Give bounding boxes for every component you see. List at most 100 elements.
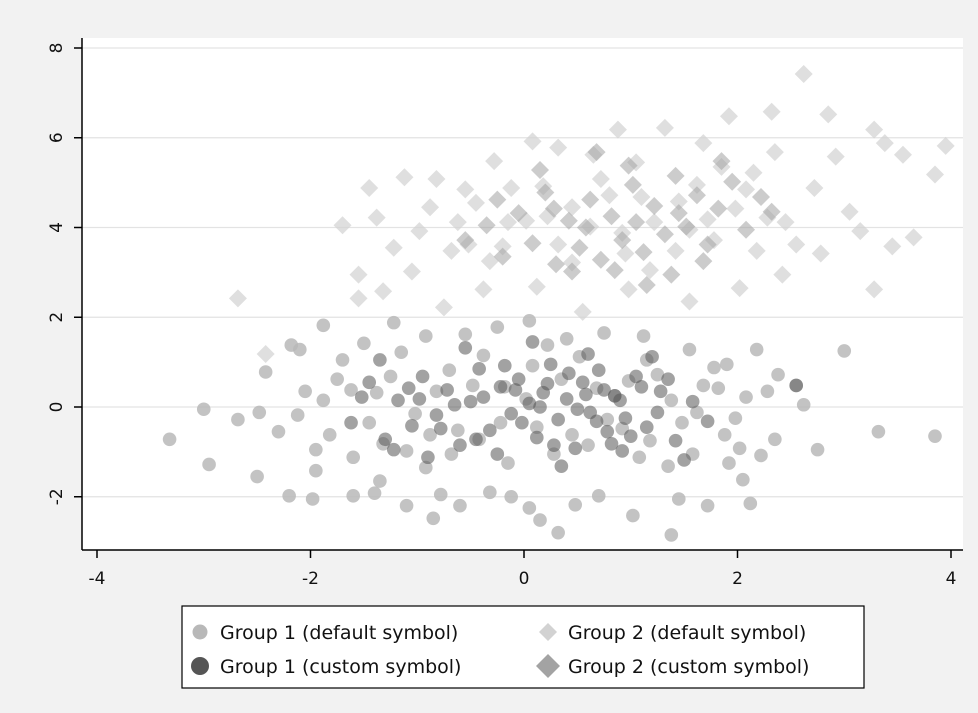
circle-point: [429, 384, 444, 399]
diamond-point: [549, 235, 568, 254]
circle-point: [378, 432, 393, 447]
diamond-point: [456, 180, 475, 199]
diamond-point: [602, 207, 621, 226]
circle-point: [645, 349, 659, 364]
circle-point: [362, 415, 377, 430]
circle-point: [493, 380, 508, 394]
circle-point: [282, 489, 296, 503]
circle-point: [615, 444, 630, 458]
diamond-point: [662, 265, 681, 284]
circle-point: [511, 372, 526, 386]
circle-point: [497, 358, 512, 373]
circle-point: [357, 336, 371, 351]
diamond-point: [655, 118, 674, 137]
circle-point: [231, 412, 245, 427]
diamond-point: [640, 261, 659, 280]
circle-point: [618, 411, 633, 426]
diamond-point: [349, 289, 368, 308]
diamond-point: [581, 190, 600, 209]
diamond-point: [616, 244, 635, 263]
circle-point: [533, 400, 547, 414]
circle-point: [591, 363, 606, 378]
diamond-point: [698, 210, 717, 229]
diamond-point: [427, 170, 446, 189]
diamond-point: [666, 166, 685, 185]
diamond-point: [669, 204, 688, 223]
circle-point: [458, 327, 473, 342]
diamond-point: [811, 244, 830, 263]
diamond-point: [442, 241, 461, 260]
circle-point: [600, 412, 615, 427]
circle-point: [483, 423, 497, 438]
circle-point: [837, 344, 852, 358]
diamond-point: [456, 231, 475, 250]
diamond-point: [477, 216, 496, 235]
circle-point: [354, 390, 369, 404]
diamond-point: [669, 192, 688, 211]
circle-point: [581, 347, 595, 361]
circle-point: [335, 353, 350, 367]
circle-point: [362, 375, 377, 390]
circle-point: [661, 372, 675, 386]
y-tick-label: 2: [47, 312, 67, 323]
diamond-point: [402, 262, 421, 281]
circle-point: [565, 428, 579, 442]
diamond-point: [765, 143, 784, 162]
circle-point: [668, 433, 683, 448]
circle-point: [330, 372, 344, 386]
circle-point: [418, 329, 433, 343]
circle-point: [547, 438, 561, 452]
diamond-point: [523, 132, 542, 151]
diamond-point: [794, 65, 813, 84]
diamond-point: [687, 175, 706, 194]
circle-point: [394, 345, 409, 360]
legend-label: Group 2 (custom symbol): [568, 656, 809, 678]
diamond-point: [333, 216, 352, 235]
diamond-point: [605, 261, 624, 280]
circle-point: [664, 528, 679, 542]
circle-point: [442, 363, 457, 378]
diamond-point: [680, 292, 699, 311]
circle-point: [451, 423, 465, 438]
circle-point: [707, 360, 721, 375]
circle-point: [749, 342, 764, 357]
circle-point: [391, 393, 405, 408]
circle-point: [591, 489, 606, 503]
circle-point: [399, 444, 414, 458]
circle-point: [717, 428, 732, 442]
diamond-point: [936, 136, 955, 155]
diamond-point: [627, 213, 646, 232]
diamond-point: [493, 237, 512, 256]
circle-point: [643, 433, 657, 448]
circle-point: [690, 405, 704, 420]
circle-point: [258, 365, 273, 379]
circle-point: [433, 421, 448, 436]
diamond-point: [723, 172, 742, 191]
diamond-point: [698, 235, 717, 254]
circle-point: [653, 384, 668, 399]
circle-point: [501, 456, 515, 470]
circle-point: [472, 362, 486, 376]
legend-label: Group 1 (default symbol): [220, 622, 458, 644]
diamond-point: [694, 252, 713, 271]
diamond-point: [875, 134, 894, 153]
diamond-point: [865, 280, 884, 299]
diamond-point: [865, 120, 884, 139]
circle-point: [700, 414, 715, 429]
circle-point: [250, 469, 264, 484]
circle-point: [504, 489, 518, 504]
circle-point: [533, 513, 547, 527]
diamond-point: [805, 179, 824, 198]
diamond-point: [851, 222, 870, 241]
circle-point: [405, 419, 419, 433]
diamond-point: [536, 183, 555, 202]
diamond-point: [623, 175, 642, 194]
circle-point: [476, 348, 491, 363]
circle-point: [399, 498, 414, 513]
circle-point: [768, 432, 782, 447]
legend-label: Group 1 (custom symbol): [220, 656, 461, 678]
circle-point: [383, 369, 398, 384]
circle-point: [634, 380, 649, 394]
diamond-point: [576, 218, 595, 237]
